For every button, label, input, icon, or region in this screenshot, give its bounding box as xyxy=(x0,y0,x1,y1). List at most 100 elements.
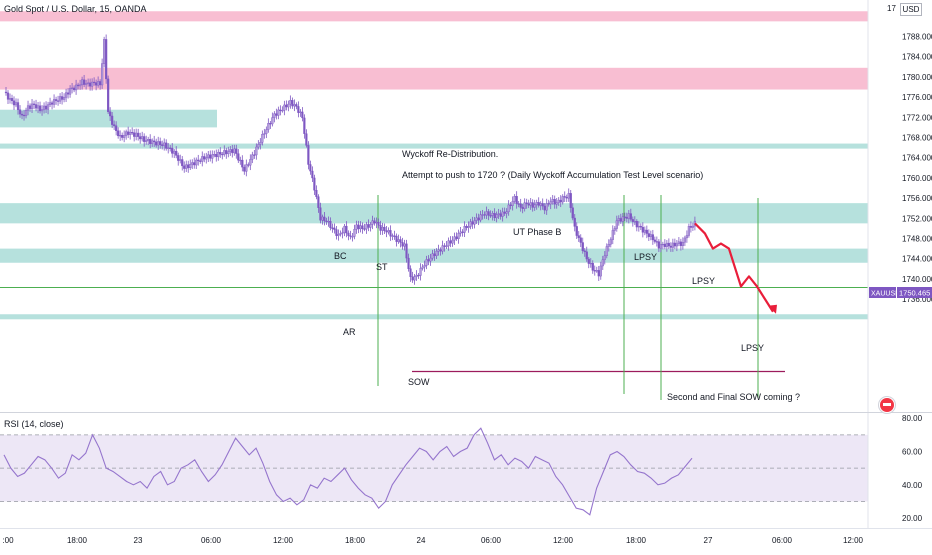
candle-body xyxy=(385,230,388,233)
candle-body xyxy=(245,164,248,172)
candle-body xyxy=(493,213,496,219)
candle-body xyxy=(32,103,36,105)
candle-body xyxy=(147,139,150,141)
time-tick-label: 12:00 xyxy=(553,536,574,545)
candle-body xyxy=(601,259,604,267)
price-tick-label: 1764.000 xyxy=(902,154,932,163)
candle-body xyxy=(109,111,112,117)
candle-body xyxy=(265,129,268,134)
candle-body xyxy=(62,97,66,100)
candle-body xyxy=(383,226,386,231)
candle-body xyxy=(163,142,166,146)
candle-body xyxy=(199,160,202,162)
candle-body xyxy=(305,133,308,146)
candle-body xyxy=(157,141,160,146)
candle-body xyxy=(581,242,584,252)
candle-body xyxy=(115,125,118,131)
candle-body xyxy=(559,199,562,203)
candle-body xyxy=(111,115,114,125)
candle-body xyxy=(491,213,494,216)
candle-body xyxy=(373,220,376,224)
candle-body xyxy=(643,229,646,233)
currency-button[interactable]: USD xyxy=(900,3,922,16)
candle-body xyxy=(141,136,144,140)
candle-body xyxy=(453,236,456,241)
candle-body xyxy=(523,202,526,209)
candle-body xyxy=(505,211,508,214)
candle-body xyxy=(181,159,184,167)
label-final-sow: Second and Final SOW coming ? xyxy=(667,392,800,402)
candle-body xyxy=(201,156,204,162)
candle-body xyxy=(60,96,64,100)
candle-body xyxy=(217,151,220,158)
candle-body xyxy=(455,236,458,239)
candle-body xyxy=(273,113,276,118)
candle-body xyxy=(391,235,394,237)
time-tick-label: 23 xyxy=(134,536,143,545)
candle-body xyxy=(577,235,580,238)
candle-body xyxy=(303,117,306,134)
symbol-title[interactable]: Gold Spot / U.S. Dollar, 15, OANDA xyxy=(4,4,147,14)
candle-body xyxy=(379,225,382,231)
time-tick-label: 12:00 xyxy=(843,536,864,545)
candle-body xyxy=(439,249,442,252)
label-lpsy-3: LPSY xyxy=(741,343,764,353)
candle-body xyxy=(203,156,206,160)
candle-body xyxy=(129,132,132,135)
candle-body xyxy=(413,276,416,281)
candle-body xyxy=(177,155,180,161)
candle-body xyxy=(515,196,518,204)
candle-body xyxy=(46,104,50,110)
candle-body xyxy=(30,103,34,109)
zone-demand-4 xyxy=(0,203,868,224)
price-tick-label: 1744.000 xyxy=(902,255,932,264)
candle-body xyxy=(207,154,210,158)
candle-body xyxy=(74,84,78,91)
candle-body xyxy=(261,134,264,143)
candle-body xyxy=(309,164,312,172)
annotation-title: Wyckoff Re-Distribution. xyxy=(402,149,498,159)
projection-arrowhead xyxy=(768,304,777,314)
rsi-tick-label: 60.00 xyxy=(902,448,923,457)
candle-body xyxy=(427,259,430,262)
candle-body xyxy=(621,216,624,222)
candle-body xyxy=(44,105,48,110)
candle-body xyxy=(137,132,140,137)
candle-body xyxy=(329,220,332,229)
candle-body xyxy=(595,270,598,272)
candle-body xyxy=(431,253,434,259)
candle-body xyxy=(435,250,438,257)
candle-body xyxy=(657,241,660,249)
candle-body xyxy=(659,244,662,249)
candle-body xyxy=(363,228,366,230)
candle-body xyxy=(627,213,630,219)
candle-body xyxy=(593,270,596,272)
candle-body xyxy=(40,109,44,112)
candle-body xyxy=(417,274,420,277)
candle-body xyxy=(297,106,300,113)
candle-body xyxy=(131,132,134,134)
time-tick-label: 18:00 xyxy=(67,536,88,545)
annotation-subtitle: Attempt to push to 1720 ? (Daily Wyckoff… xyxy=(402,170,703,180)
candle-body xyxy=(367,224,370,228)
candle-body xyxy=(365,224,368,230)
candle-body xyxy=(617,218,620,221)
candle-body xyxy=(223,150,226,155)
candle-body xyxy=(661,243,664,246)
candle-body xyxy=(233,148,236,154)
candle-body xyxy=(299,111,302,113)
flag-icon[interactable] xyxy=(879,397,895,413)
candle-body xyxy=(603,255,606,260)
candle-body xyxy=(563,196,566,198)
candle-body xyxy=(489,215,492,217)
candle-body xyxy=(655,241,658,243)
candle-body xyxy=(397,239,400,242)
candle-body xyxy=(521,207,524,209)
candle-body xyxy=(229,149,232,152)
rsi-tick-label: 80.00 xyxy=(902,414,923,423)
candle-body xyxy=(183,165,186,169)
rsi-title[interactable]: RSI (14, close) xyxy=(4,419,64,429)
candle-body xyxy=(255,146,258,156)
